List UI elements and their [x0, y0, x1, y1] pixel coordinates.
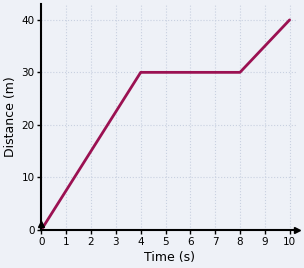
X-axis label: Time (s): Time (s) [144, 251, 195, 264]
Y-axis label: Distance (m): Distance (m) [4, 77, 17, 157]
